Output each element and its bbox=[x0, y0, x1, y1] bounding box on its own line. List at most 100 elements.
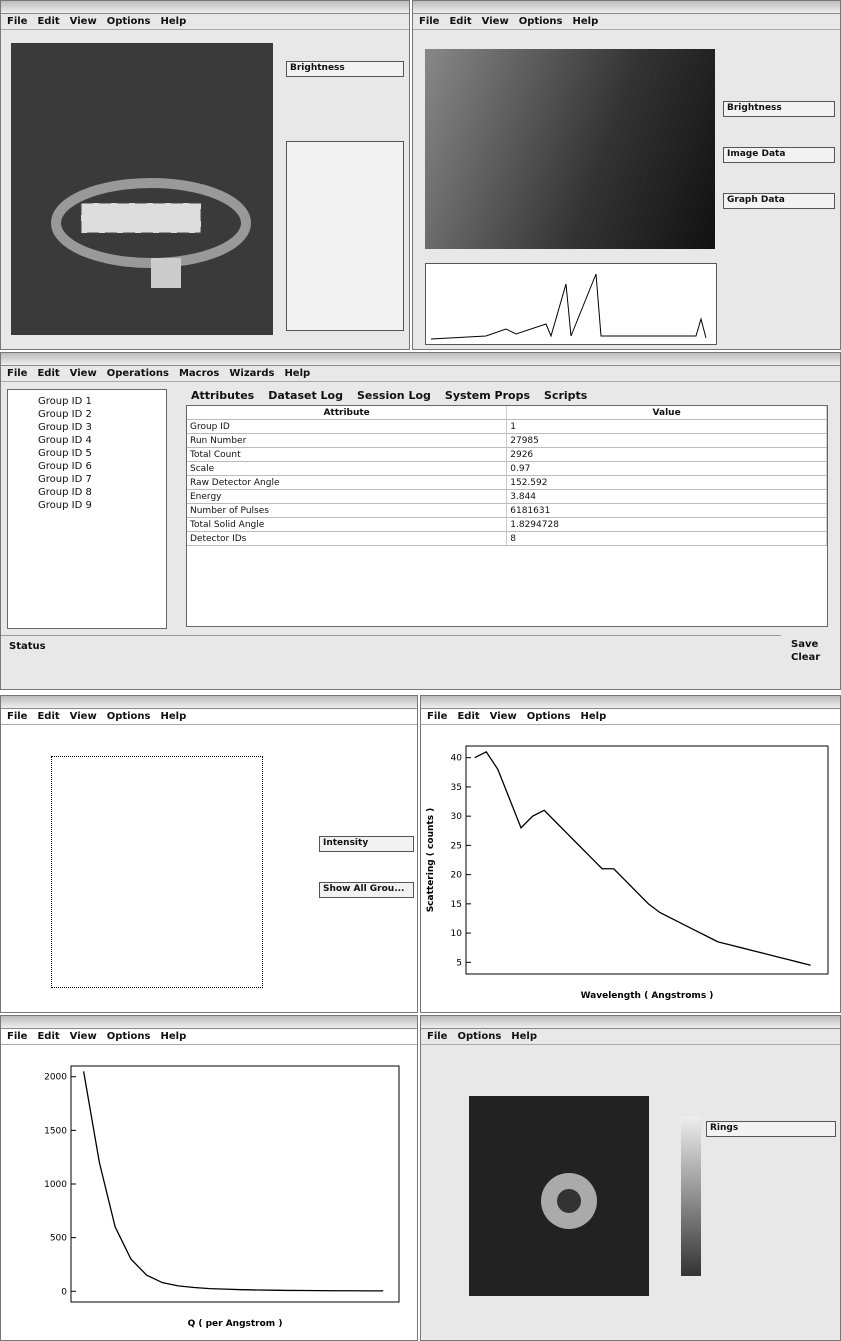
x-axis-label: Q ( per Angstrom ) bbox=[188, 1319, 283, 1329]
box bbox=[425, 49, 715, 249]
menu-item[interactable]: Options bbox=[106, 16, 151, 27]
box: Brightness Image Data Graph Data bbox=[723, 101, 835, 239]
menu-item[interactable]: Help bbox=[580, 711, 607, 722]
menu-item[interactable]: Options bbox=[106, 711, 151, 722]
menu-item[interactable]: Edit bbox=[37, 1031, 60, 1042]
menu-item[interactable]: Edit bbox=[37, 368, 60, 379]
button[interactable]: Save bbox=[791, 639, 819, 650]
cell: 27985 bbox=[506, 433, 827, 448]
box bbox=[421, 696, 840, 709]
menu-item[interactable]: Help bbox=[511, 1031, 538, 1042]
tab[interactable]: Scripts bbox=[544, 389, 588, 402]
y-tick-label: 35 bbox=[451, 783, 462, 793]
tree-item: Group ID 5 bbox=[38, 448, 92, 459]
box: Rings bbox=[706, 1121, 836, 1167]
menu-item[interactable]: Operations bbox=[106, 368, 169, 379]
box bbox=[430, 273, 707, 340]
plot: 5 10 15 20 25 30 35 40 Wavelength ( Angstroms ) S… bbox=[426, 745, 829, 1001]
tab[interactable]: Session Log bbox=[356, 389, 431, 402]
y-tick-label: 20 bbox=[451, 871, 463, 881]
y-tick-label: 0 bbox=[61, 1287, 67, 1297]
cell: 1.8294728 bbox=[506, 517, 827, 532]
y-tick-label: 15 bbox=[451, 900, 462, 910]
menu-item[interactable]: View bbox=[69, 16, 97, 27]
menu-item[interactable]: Options bbox=[106, 1031, 151, 1042]
menu-item[interactable]: Edit bbox=[457, 711, 480, 722]
cell: Group ID bbox=[187, 419, 508, 434]
menu-item[interactable]: Help bbox=[572, 16, 599, 27]
menu-item[interactable]: View bbox=[69, 1031, 97, 1042]
plot-frame bbox=[465, 745, 829, 975]
panel-title: Brightness bbox=[286, 61, 404, 77]
box bbox=[1, 635, 781, 689]
menu-item[interactable]: Edit bbox=[449, 16, 472, 27]
column-header: Value bbox=[506, 406, 827, 420]
y-tick-label: 10 bbox=[451, 929, 463, 939]
box: File Edit View Options Help bbox=[1, 709, 417, 725]
box bbox=[681, 1116, 701, 1276]
tree-item: Group ID 8 bbox=[38, 487, 92, 498]
y-axis-label: Scattering ( counts ) bbox=[426, 808, 436, 913]
menu-item[interactable]: File bbox=[427, 1031, 448, 1042]
panel-title: Image Data bbox=[723, 147, 835, 163]
panel-title: Brightness bbox=[723, 101, 835, 117]
box bbox=[557, 1189, 581, 1213]
cell: 2926 bbox=[506, 447, 827, 462]
menu-item[interactable]: Wizards bbox=[229, 368, 275, 379]
window: File Edit View Options Help Brightness bbox=[0, 0, 410, 350]
box: File Edit View Options Help bbox=[421, 709, 840, 725]
cell: Scale bbox=[187, 461, 508, 476]
menu-item[interactable]: File bbox=[7, 16, 28, 27]
box bbox=[286, 141, 404, 331]
box: Group ID 1 Group ID 2 Group ID 3 Group ID 4… bbox=[7, 389, 167, 629]
cell: 152.592 bbox=[506, 475, 827, 490]
cell: Number of Pulses bbox=[187, 503, 508, 518]
menu-item[interactable]: File bbox=[7, 368, 28, 379]
plot-frame bbox=[70, 1065, 400, 1303]
table-box: Attribute Value Group ID 1 Run Number 27985 To… bbox=[186, 405, 828, 627]
box bbox=[1, 353, 840, 366]
y-tick-label: 40 bbox=[451, 754, 463, 764]
menu-item[interactable]: Help bbox=[284, 368, 311, 379]
table-row: Run Number 27985 bbox=[187, 433, 827, 448]
window: File Edit View Options Help Intensity Show Al… bbox=[0, 695, 418, 1013]
menu-item[interactable]: View bbox=[69, 711, 97, 722]
tab[interactable]: Dataset Log bbox=[268, 389, 343, 402]
cell: Detector IDs bbox=[187, 531, 508, 546]
data-line bbox=[474, 751, 811, 966]
cell: Total Count bbox=[187, 447, 508, 462]
menu-item[interactable]: Help bbox=[160, 16, 187, 27]
menu-item[interactable]: Options bbox=[457, 1031, 502, 1042]
menu-item[interactable]: Edit bbox=[37, 16, 60, 27]
tree-item: Group ID 3 bbox=[38, 422, 92, 433]
menu-item[interactable]: File bbox=[419, 16, 440, 27]
menu-item[interactable]: View bbox=[481, 16, 509, 27]
tree-item: Group ID 4 bbox=[38, 435, 92, 446]
menu-item[interactable]: View bbox=[489, 711, 517, 722]
status-label: Status bbox=[9, 641, 46, 652]
menu-item[interactable]: View bbox=[69, 368, 97, 379]
box bbox=[421, 1016, 840, 1029]
tab[interactable]: System Props bbox=[444, 389, 531, 402]
y-tick-label: 5 bbox=[456, 958, 462, 968]
table-row: Group ID 1 bbox=[187, 419, 827, 434]
box bbox=[1, 696, 417, 709]
box: File Options Help bbox=[421, 1029, 840, 1045]
data-line bbox=[82, 1071, 384, 1292]
button[interactable]: Clear bbox=[791, 652, 821, 663]
menu-item[interactable]: Help bbox=[160, 1031, 187, 1042]
menu-item[interactable]: File bbox=[427, 711, 448, 722]
box: File Edit View Options Help bbox=[413, 14, 840, 30]
tab[interactable]: Attributes bbox=[191, 389, 255, 402]
box bbox=[469, 1096, 649, 1296]
menu-item[interactable]: File bbox=[7, 1031, 28, 1042]
ring-image bbox=[51, 178, 251, 288]
menu-item[interactable]: Options bbox=[526, 711, 571, 722]
menu-item[interactable]: Edit bbox=[37, 711, 60, 722]
menu-item[interactable]: Options bbox=[518, 16, 563, 27]
spectrum bbox=[430, 273, 707, 340]
menu-item[interactable]: Help bbox=[160, 711, 187, 722]
menu-item[interactable]: Macros bbox=[178, 368, 220, 379]
menu-item[interactable]: File bbox=[7, 711, 28, 722]
table-row: Energy 3.844 bbox=[187, 489, 827, 504]
